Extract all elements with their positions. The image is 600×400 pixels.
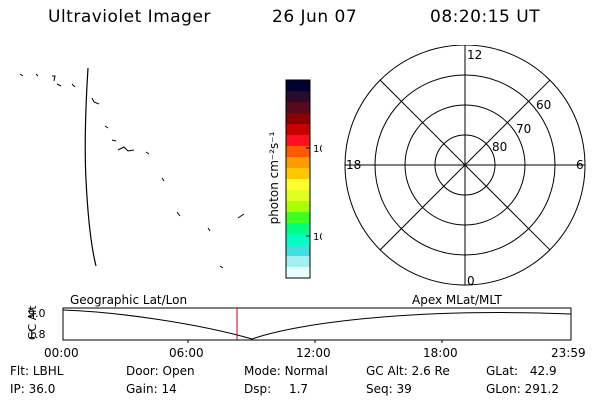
color-scale-block (286, 190, 310, 202)
color-scale-block (286, 135, 310, 147)
altitude-timeline: GC Alt 9.0 1.8 00:00 06:00 12:00 18:00 2… (26, 305, 586, 360)
seq-field: Seq: 39 (366, 382, 412, 396)
mlat-label-60: 60 (536, 98, 551, 112)
timeline-x-tick: 12:00 (296, 346, 331, 360)
timeline-x-tick: 06:00 (169, 346, 204, 360)
color-scale-block (286, 212, 310, 224)
coastline-fragments (19, 73, 245, 269)
glon-field: GLon: 291.2 (486, 382, 559, 396)
mlt-label-18: 18 (346, 158, 361, 172)
door-value: Open (162, 364, 195, 378)
door-label: Door: (126, 364, 159, 378)
mode-field: Mode: Normal (244, 364, 328, 378)
mlat-label-80: 80 (492, 140, 507, 154)
gain-field: Gain: 14 (126, 382, 177, 396)
mlt-label-12: 12 (467, 48, 482, 62)
mode-label: Mode: (244, 364, 281, 378)
ip-label: IP: (10, 382, 25, 396)
dsp-value: 1.7 (288, 382, 309, 396)
mlt-label-0: 0 (467, 274, 475, 288)
color-scale-block (286, 179, 310, 191)
color-scale-bar: 100 10 photon cm⁻²s⁻¹ (267, 79, 322, 279)
polar-grid: 12 6 0 18 60 70 80 (344, 45, 586, 288)
color-tick-100: 100 (313, 144, 322, 155)
color-scale-block (286, 223, 310, 235)
mlat-label-70: 70 (516, 122, 531, 136)
gain-label: Gain: (126, 382, 158, 396)
timeline-x-tick: 23:59 (551, 346, 586, 360)
gcalt-field: GC Alt: 2.6 Re (366, 364, 450, 378)
gcalt-value: 2.6 Re (411, 364, 450, 378)
flt-field: Flt: LBHL (10, 364, 63, 378)
ip-value: 36.0 (28, 382, 56, 396)
mode-value: Normal (284, 364, 328, 378)
gain-value: 14 (161, 382, 177, 396)
glat-label: GLat: (486, 364, 519, 378)
color-scale-block (286, 113, 310, 125)
flt-label: Flt: (10, 364, 29, 378)
color-scale-block (286, 267, 310, 279)
color-scale-block (286, 201, 310, 213)
color-scale-block (286, 102, 310, 114)
timeline-y-bottom: 1.8 (28, 328, 46, 341)
dsp-field: Dsp: 1.7 (244, 382, 308, 396)
door-field: Door: Open (126, 364, 195, 378)
color-scale-block (286, 157, 310, 169)
instrument-title: Ultraviolet Imager (48, 7, 211, 27)
timeline-x-tick: 18:00 (423, 346, 458, 360)
timeline-right-label: Apex MLat/MLT (412, 293, 502, 307)
timeline-left-label: Geographic Lat/Lon (70, 293, 188, 307)
color-scale-block (286, 91, 310, 103)
color-scale-blocks (286, 80, 310, 279)
glon-value: 291.2 (524, 382, 559, 396)
glat-field: GLat: 42.9 (486, 364, 557, 378)
color-scale-block (286, 146, 310, 158)
seq-label: Seq: (366, 382, 393, 396)
glon-label: GLon: (486, 382, 521, 396)
color-scale-block (286, 80, 310, 92)
altitude-curve (62, 309, 572, 340)
glat-value: 42.9 (529, 364, 557, 378)
timeline-x-tick: 00:00 (44, 346, 79, 360)
flt-value: LBHL (32, 364, 64, 378)
mlt-diagonal-2 (379, 79, 551, 251)
geographic-map (19, 67, 245, 269)
color-scale-block (286, 245, 310, 257)
timeline-y-top: 9.0 (28, 307, 46, 320)
gcalt-label: GC Alt: (366, 364, 408, 378)
color-scale-block (286, 234, 310, 246)
map-boundary-line (84, 67, 97, 267)
color-scale-block (286, 124, 310, 136)
color-scale-block (286, 256, 310, 268)
color-scale-unit: photon cm⁻²s⁻¹ (267, 131, 281, 224)
dsp-label: Dsp: (244, 382, 272, 396)
color-tick-10: 10 (313, 232, 322, 243)
timeline-axis-label: GC Alt (26, 305, 39, 340)
observation-date: 26 Jun 07 (272, 7, 358, 27)
seq-value: 39 (396, 382, 412, 396)
ip-field: IP: 36.0 (10, 382, 55, 396)
observation-time: 08:20:15 UT (430, 7, 541, 27)
timeline-frame (62, 307, 572, 341)
color-scale-block (286, 168, 310, 180)
mlt-label-6: 6 (576, 158, 584, 172)
